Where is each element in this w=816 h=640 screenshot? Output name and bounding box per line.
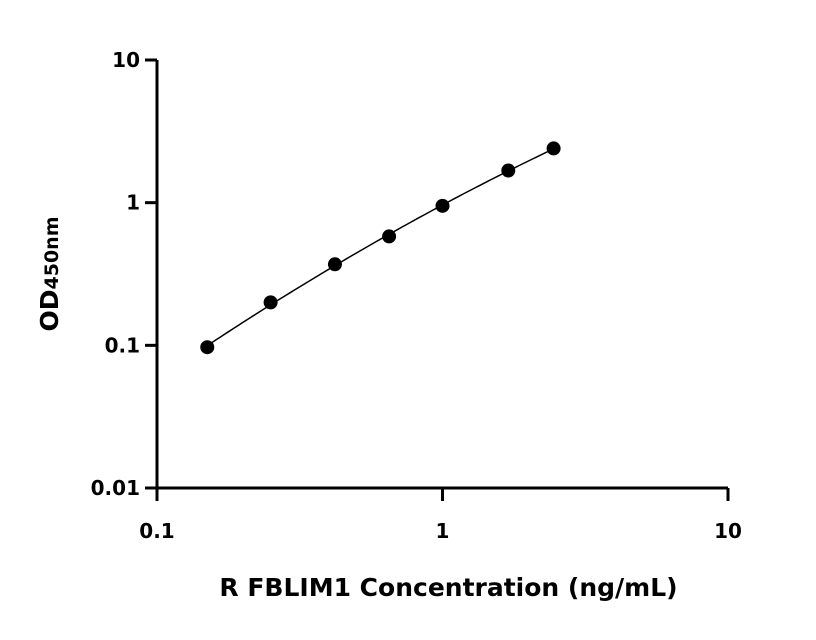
fit-curve	[206, 148, 554, 347]
y-tick-label: 0.01	[91, 476, 140, 500]
x-tick-label: 1	[436, 519, 450, 543]
x-tick-label: 0.1	[139, 519, 174, 543]
x-axis-ticks: 0.1 1 10	[139, 488, 742, 543]
data-points	[200, 141, 561, 355]
data-point	[200, 340, 215, 355]
y-tick-label: 0.1	[105, 333, 140, 357]
data-point	[327, 257, 342, 272]
data-point	[501, 163, 516, 178]
y-axis-ticks: 0.01 0.1 1 10	[91, 48, 157, 500]
plot-area: 0.01 0.1 1 10 0.1 1 10	[91, 48, 742, 543]
y-tick-label: 10	[112, 48, 140, 72]
y-tick-label: 1	[126, 191, 140, 215]
y-axis-title-sub: 450nm	[41, 216, 63, 289]
data-point	[263, 295, 278, 310]
y-axis-title-main: OD	[35, 289, 64, 331]
data-point	[382, 229, 397, 244]
x-tick-label: 10	[714, 519, 742, 543]
x-axis-title: R FBLIM1 Concentration (ng/mL)	[219, 573, 677, 602]
data-point	[546, 141, 561, 156]
data-point	[435, 198, 450, 213]
y-axis-title: OD450nm	[35, 216, 64, 331]
